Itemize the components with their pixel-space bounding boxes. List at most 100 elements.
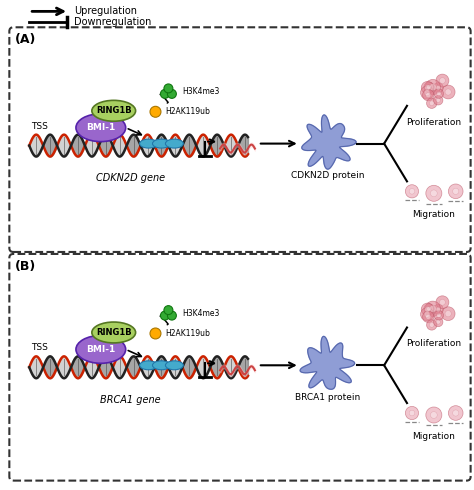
Circle shape bbox=[161, 89, 169, 98]
Text: BMI-1: BMI-1 bbox=[86, 123, 116, 132]
Ellipse shape bbox=[76, 336, 126, 363]
Circle shape bbox=[430, 412, 437, 418]
Text: RING1B: RING1B bbox=[96, 328, 132, 337]
Text: H2AK119ub: H2AK119ub bbox=[165, 107, 210, 116]
Ellipse shape bbox=[153, 361, 170, 370]
Circle shape bbox=[436, 296, 449, 309]
Circle shape bbox=[420, 86, 434, 99]
Ellipse shape bbox=[92, 100, 136, 121]
Circle shape bbox=[150, 328, 161, 339]
Circle shape bbox=[429, 322, 434, 327]
Circle shape bbox=[436, 307, 440, 312]
Circle shape bbox=[436, 85, 440, 90]
Circle shape bbox=[164, 84, 173, 93]
Text: H3K4me3: H3K4me3 bbox=[182, 87, 219, 97]
Circle shape bbox=[426, 407, 442, 423]
Circle shape bbox=[425, 307, 430, 312]
Text: H2AK119ub: H2AK119ub bbox=[165, 329, 210, 338]
Circle shape bbox=[433, 304, 443, 315]
Text: RING1B: RING1B bbox=[96, 106, 132, 115]
Circle shape bbox=[430, 190, 437, 196]
Circle shape bbox=[436, 74, 449, 87]
Ellipse shape bbox=[139, 361, 157, 370]
Text: CDKN2D protein: CDKN2D protein bbox=[291, 172, 364, 180]
Circle shape bbox=[436, 320, 440, 324]
Ellipse shape bbox=[76, 114, 126, 142]
Circle shape bbox=[429, 101, 434, 105]
Text: BMI-1: BMI-1 bbox=[86, 345, 116, 354]
Ellipse shape bbox=[92, 322, 136, 343]
Circle shape bbox=[421, 81, 434, 94]
Text: TSS: TSS bbox=[31, 122, 48, 131]
Circle shape bbox=[434, 89, 444, 98]
Circle shape bbox=[448, 406, 463, 420]
Circle shape bbox=[437, 92, 441, 96]
Circle shape bbox=[150, 106, 161, 117]
Circle shape bbox=[425, 301, 440, 317]
Circle shape bbox=[445, 89, 451, 95]
Circle shape bbox=[434, 318, 443, 327]
Circle shape bbox=[453, 410, 459, 416]
FancyBboxPatch shape bbox=[9, 27, 471, 252]
Circle shape bbox=[436, 98, 440, 102]
Circle shape bbox=[441, 85, 455, 99]
Circle shape bbox=[422, 89, 434, 101]
Circle shape bbox=[434, 96, 443, 105]
Text: Downregulation: Downregulation bbox=[74, 17, 151, 27]
Circle shape bbox=[445, 311, 451, 317]
Text: Migration: Migration bbox=[412, 432, 456, 441]
Circle shape bbox=[434, 311, 444, 320]
Circle shape bbox=[453, 188, 459, 195]
Circle shape bbox=[405, 185, 419, 198]
Circle shape bbox=[426, 93, 431, 98]
Ellipse shape bbox=[139, 139, 157, 148]
Circle shape bbox=[424, 82, 434, 92]
Circle shape bbox=[425, 85, 430, 91]
Circle shape bbox=[424, 304, 434, 314]
Circle shape bbox=[421, 303, 434, 316]
Text: TSS: TSS bbox=[31, 343, 48, 352]
Ellipse shape bbox=[153, 139, 170, 148]
Text: H3K4me3: H3K4me3 bbox=[182, 309, 219, 318]
Circle shape bbox=[427, 98, 437, 108]
Circle shape bbox=[427, 320, 437, 330]
FancyBboxPatch shape bbox=[9, 254, 471, 481]
Circle shape bbox=[427, 85, 431, 90]
Circle shape bbox=[161, 311, 169, 320]
Circle shape bbox=[424, 311, 430, 317]
Polygon shape bbox=[300, 336, 355, 389]
Circle shape bbox=[409, 189, 415, 194]
Text: (B): (B) bbox=[15, 260, 36, 273]
Text: Proliferation: Proliferation bbox=[406, 340, 461, 348]
Circle shape bbox=[167, 311, 176, 320]
Ellipse shape bbox=[165, 361, 183, 370]
Circle shape bbox=[429, 305, 436, 312]
Circle shape bbox=[439, 78, 446, 83]
Polygon shape bbox=[302, 115, 356, 169]
Ellipse shape bbox=[165, 139, 183, 148]
Circle shape bbox=[164, 306, 173, 315]
Text: Upregulation: Upregulation bbox=[74, 6, 137, 16]
Circle shape bbox=[409, 410, 415, 416]
Circle shape bbox=[425, 79, 440, 95]
Circle shape bbox=[422, 311, 434, 322]
Circle shape bbox=[167, 89, 176, 98]
Circle shape bbox=[427, 307, 431, 311]
Text: BRCA1 protein: BRCA1 protein bbox=[295, 393, 360, 402]
Circle shape bbox=[420, 308, 434, 321]
Circle shape bbox=[441, 307, 455, 320]
Circle shape bbox=[424, 90, 430, 96]
Text: Migration: Migration bbox=[412, 210, 456, 219]
Circle shape bbox=[405, 406, 419, 419]
Circle shape bbox=[426, 314, 431, 319]
Text: BRCA1 gene: BRCA1 gene bbox=[100, 395, 161, 405]
Circle shape bbox=[429, 84, 436, 91]
Text: Proliferation: Proliferation bbox=[406, 118, 461, 127]
Circle shape bbox=[433, 83, 443, 93]
Circle shape bbox=[448, 184, 463, 198]
Circle shape bbox=[439, 299, 446, 305]
Text: (A): (A) bbox=[15, 33, 36, 46]
Text: CDKN2D gene: CDKN2D gene bbox=[96, 173, 165, 183]
Circle shape bbox=[426, 185, 442, 201]
Circle shape bbox=[437, 313, 441, 318]
